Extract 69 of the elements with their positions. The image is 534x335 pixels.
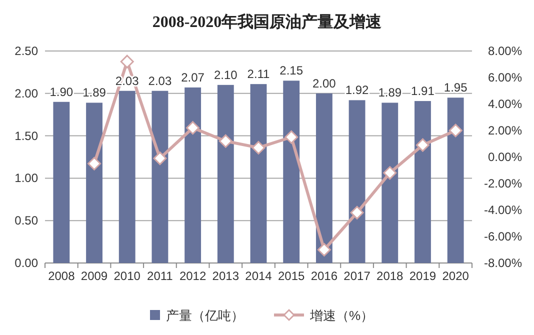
bar [152, 90, 168, 263]
y2-tick-label: -6.00% [484, 230, 522, 244]
data-label: 1.89 [82, 86, 106, 100]
point [153, 152, 167, 166]
bar [184, 87, 202, 263]
y2-tick-label: 6.00% [488, 70, 522, 84]
x-tick-label: 2020 [442, 269, 470, 283]
point [88, 156, 102, 170]
point [350, 206, 364, 220]
point [186, 121, 200, 135]
data-label: 2.11 [247, 67, 270, 82]
x-tick-label: 2018 [376, 269, 404, 283]
bar [447, 98, 464, 263]
x-tick-label: 2008 [48, 269, 76, 283]
x-tick-label: 2010 [114, 269, 141, 283]
data-label: 2.07 [181, 70, 205, 84]
point [448, 124, 462, 138]
y-tick-label: 0.50 [14, 214, 38, 228]
y-tick-label: 1.00 [14, 171, 38, 186]
x-tick-label: 2017 [344, 269, 371, 283]
point [252, 140, 266, 154]
y2-tick-label: 0.00% [488, 150, 522, 164]
x-tick-label: 2012 [179, 269, 206, 283]
x-tick-label: 2011 [147, 269, 174, 283]
data-label: 1.89 [378, 86, 402, 100]
chart-title: 2008-2020年我国原油产量及增速 [152, 13, 383, 31]
data-label: 1.90 [50, 84, 74, 99]
data-label: 2.10 [214, 68, 238, 82]
y-tick-label: 2.00 [14, 86, 38, 100]
y-tick-label: 2.50 [14, 44, 38, 58]
data-label: 2.03 [115, 74, 140, 88]
point [218, 134, 232, 148]
x-tick-label: 2009 [80, 269, 108, 283]
bar [316, 93, 332, 263]
y2-tick-label: 2.00% [488, 124, 522, 138]
data-label: 1.92 [345, 83, 370, 98]
bar [118, 90, 136, 263]
point [416, 138, 430, 152]
x-tick-label: 2013 [212, 269, 240, 283]
x-tick-label: 2016 [310, 269, 338, 283]
bar [414, 101, 431, 263]
x-tick-label: 2014 [245, 269, 272, 283]
y2-tick-label: -8.00% [484, 256, 522, 270]
data-label: 1.91 [411, 84, 435, 98]
bar [283, 80, 300, 263]
data-label: 1.95 [444, 80, 468, 95]
y-tick-label: 0.00 [14, 256, 38, 270]
bar [86, 102, 102, 263]
y2-tick-label: -4.00% [484, 203, 522, 217]
point [120, 54, 134, 68]
x-tick-label: 2015 [278, 269, 306, 283]
point [284, 130, 298, 144]
bar [250, 84, 267, 263]
bar [217, 84, 234, 263]
y2-tick-label: 8.00% [488, 44, 522, 58]
legend-label: 产量（亿吨） [166, 308, 244, 323]
data-label: 2.00 [312, 76, 336, 90]
point [317, 243, 331, 256]
legend-label: 增速（%） [309, 308, 374, 323]
x-tick-label: 2019 [409, 269, 436, 283]
bar [53, 102, 70, 263]
point [383, 166, 397, 180]
data-label: 2.15 [280, 64, 304, 78]
data-label: 2.03 [148, 74, 172, 88]
y-tick-label: 1.50 [14, 128, 38, 143]
y2-tick-label: 4.00% [488, 97, 522, 111]
bar [382, 102, 398, 263]
bar [348, 100, 366, 263]
y2-tick-label: -2.00% [484, 176, 522, 190]
